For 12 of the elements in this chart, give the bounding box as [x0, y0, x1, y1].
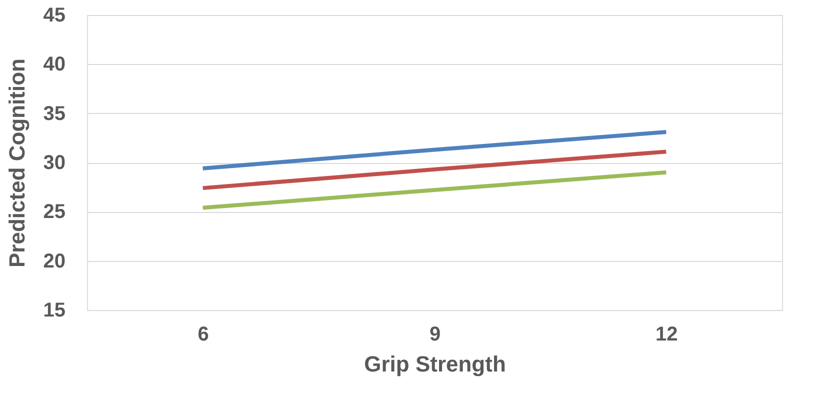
y-axis-title: Predicted Cognition [4, 58, 30, 268]
x-tick-label: 12 [656, 324, 678, 346]
y-tick-label: 35 [43, 102, 66, 125]
y-tick-label: 45 [43, 4, 66, 26]
y-tick-label: 40 [43, 54, 66, 76]
x-tick-label: 6 [198, 324, 209, 346]
x-tick-label: 9 [429, 324, 441, 346]
x-axis-title: Grip Strength [364, 352, 506, 376]
y-tick-label: 25 [43, 201, 66, 224]
y-tick-label: 15 [43, 300, 66, 322]
y-tick-label: 30 [43, 152, 66, 174]
y-tick-label: 20 [43, 250, 66, 272]
